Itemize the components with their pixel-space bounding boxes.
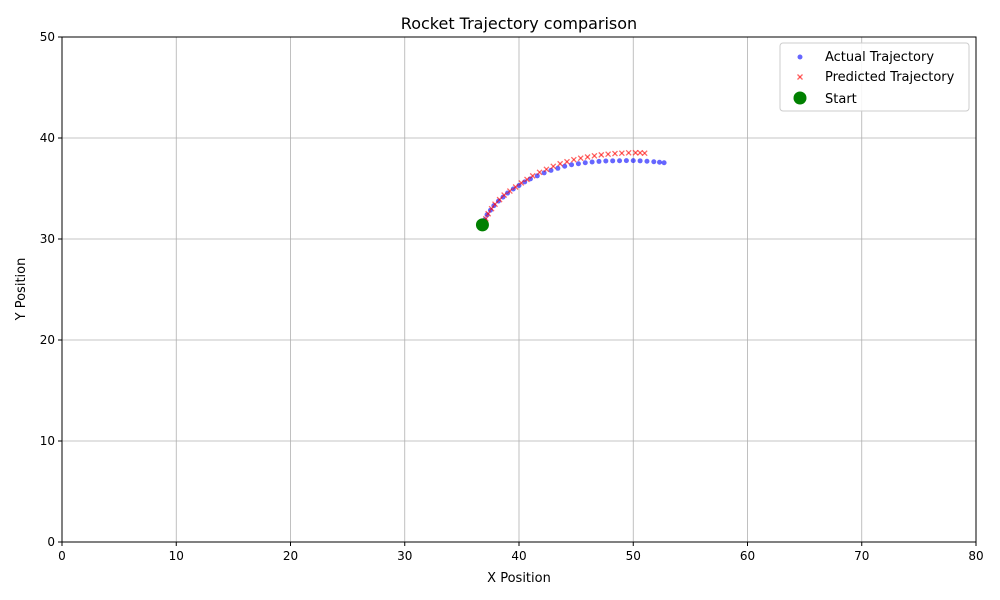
y-tick-label: 20	[40, 333, 55, 347]
y-tick-label: 10	[40, 434, 55, 448]
series-0	[479, 158, 667, 228]
x-axis-label: X Position	[487, 571, 551, 586]
predicted-point	[488, 205, 495, 212]
x-tick-label: 40	[511, 549, 526, 563]
y-tick-label: 50	[40, 30, 55, 44]
actual-point	[589, 159, 595, 165]
x-tick-label: 60	[740, 549, 755, 563]
legend-box	[779, 42, 970, 112]
x-tick-label: 30	[397, 549, 412, 563]
legend-marker-start	[793, 91, 807, 105]
y-tick-label: 0	[47, 535, 55, 549]
actual-point	[582, 160, 588, 166]
predicted-point	[584, 154, 591, 160]
predicted-point	[543, 166, 550, 173]
actual-point	[548, 167, 554, 173]
x-tick-label: 70	[854, 549, 869, 563]
plot-area	[475, 149, 667, 232]
start-point	[475, 218, 489, 232]
actual-point	[596, 158, 602, 164]
predicted-point	[641, 150, 648, 157]
actual-point	[603, 158, 609, 164]
actual-point	[541, 170, 547, 176]
predicted-point	[536, 169, 543, 176]
predicted-point	[512, 184, 519, 190]
predicted-point	[557, 160, 564, 167]
actual-point	[623, 158, 629, 164]
actual-point	[657, 159, 663, 165]
predicted-point	[605, 151, 612, 158]
y-axis-label: Y Position	[14, 258, 29, 322]
predicted-point	[529, 172, 536, 179]
y-tick-label: 30	[40, 232, 55, 246]
actual-point	[630, 158, 636, 164]
predicted-point	[637, 149, 644, 156]
actual-point	[637, 158, 643, 164]
predicted-point	[564, 158, 570, 165]
series-2	[475, 218, 489, 232]
predicted-point	[485, 210, 492, 217]
y-tick-label: 40	[40, 131, 55, 145]
predicted-point	[591, 152, 598, 159]
actual-point	[575, 161, 581, 167]
legend-marker-actual	[797, 54, 803, 60]
actual-point	[617, 158, 623, 164]
predicted-point	[612, 150, 618, 157]
legend-label-actual: Actual Trajectory	[825, 50, 934, 65]
actual-point	[661, 160, 667, 166]
predicted-point	[550, 163, 557, 170]
actual-point	[534, 173, 540, 179]
predicted-point	[501, 192, 508, 199]
actual-point	[651, 159, 657, 165]
predicted-point	[618, 150, 625, 157]
x-tick-label: 10	[169, 549, 184, 563]
legend: Actual Trajectory Predicted Trajectory S…	[779, 42, 970, 112]
actual-point	[555, 165, 561, 171]
predicted-point	[492, 201, 498, 208]
actual-point	[610, 158, 616, 164]
predicted-point	[518, 179, 525, 186]
predicted-point	[524, 176, 530, 183]
x-tick-label: 20	[283, 549, 298, 563]
actual-point	[569, 162, 575, 168]
predicted-point	[625, 149, 632, 156]
predicted-point	[632, 149, 639, 156]
predicted-point	[598, 151, 605, 158]
x-tick-label: 0	[58, 549, 66, 563]
legend-label-predicted: Predicted Trajectory	[825, 70, 955, 85]
x-tick-label: 80	[968, 549, 983, 563]
x-tick-label: 50	[626, 549, 641, 563]
predicted-point	[577, 155, 584, 162]
actual-point	[562, 163, 568, 169]
predicted-point	[570, 156, 577, 163]
axis-ticks: 0 10 20 30 40 50 60 70 80 0 10 20 30 40 50	[40, 30, 984, 563]
actual-point	[644, 158, 650, 164]
predicted-point	[506, 188, 513, 194]
predicted-point	[496, 196, 503, 203]
legend-marker-predicted	[797, 74, 803, 80]
chart-title: Rocket Trajectory comparison	[401, 14, 637, 33]
legend-label-start: Start	[825, 92, 857, 107]
